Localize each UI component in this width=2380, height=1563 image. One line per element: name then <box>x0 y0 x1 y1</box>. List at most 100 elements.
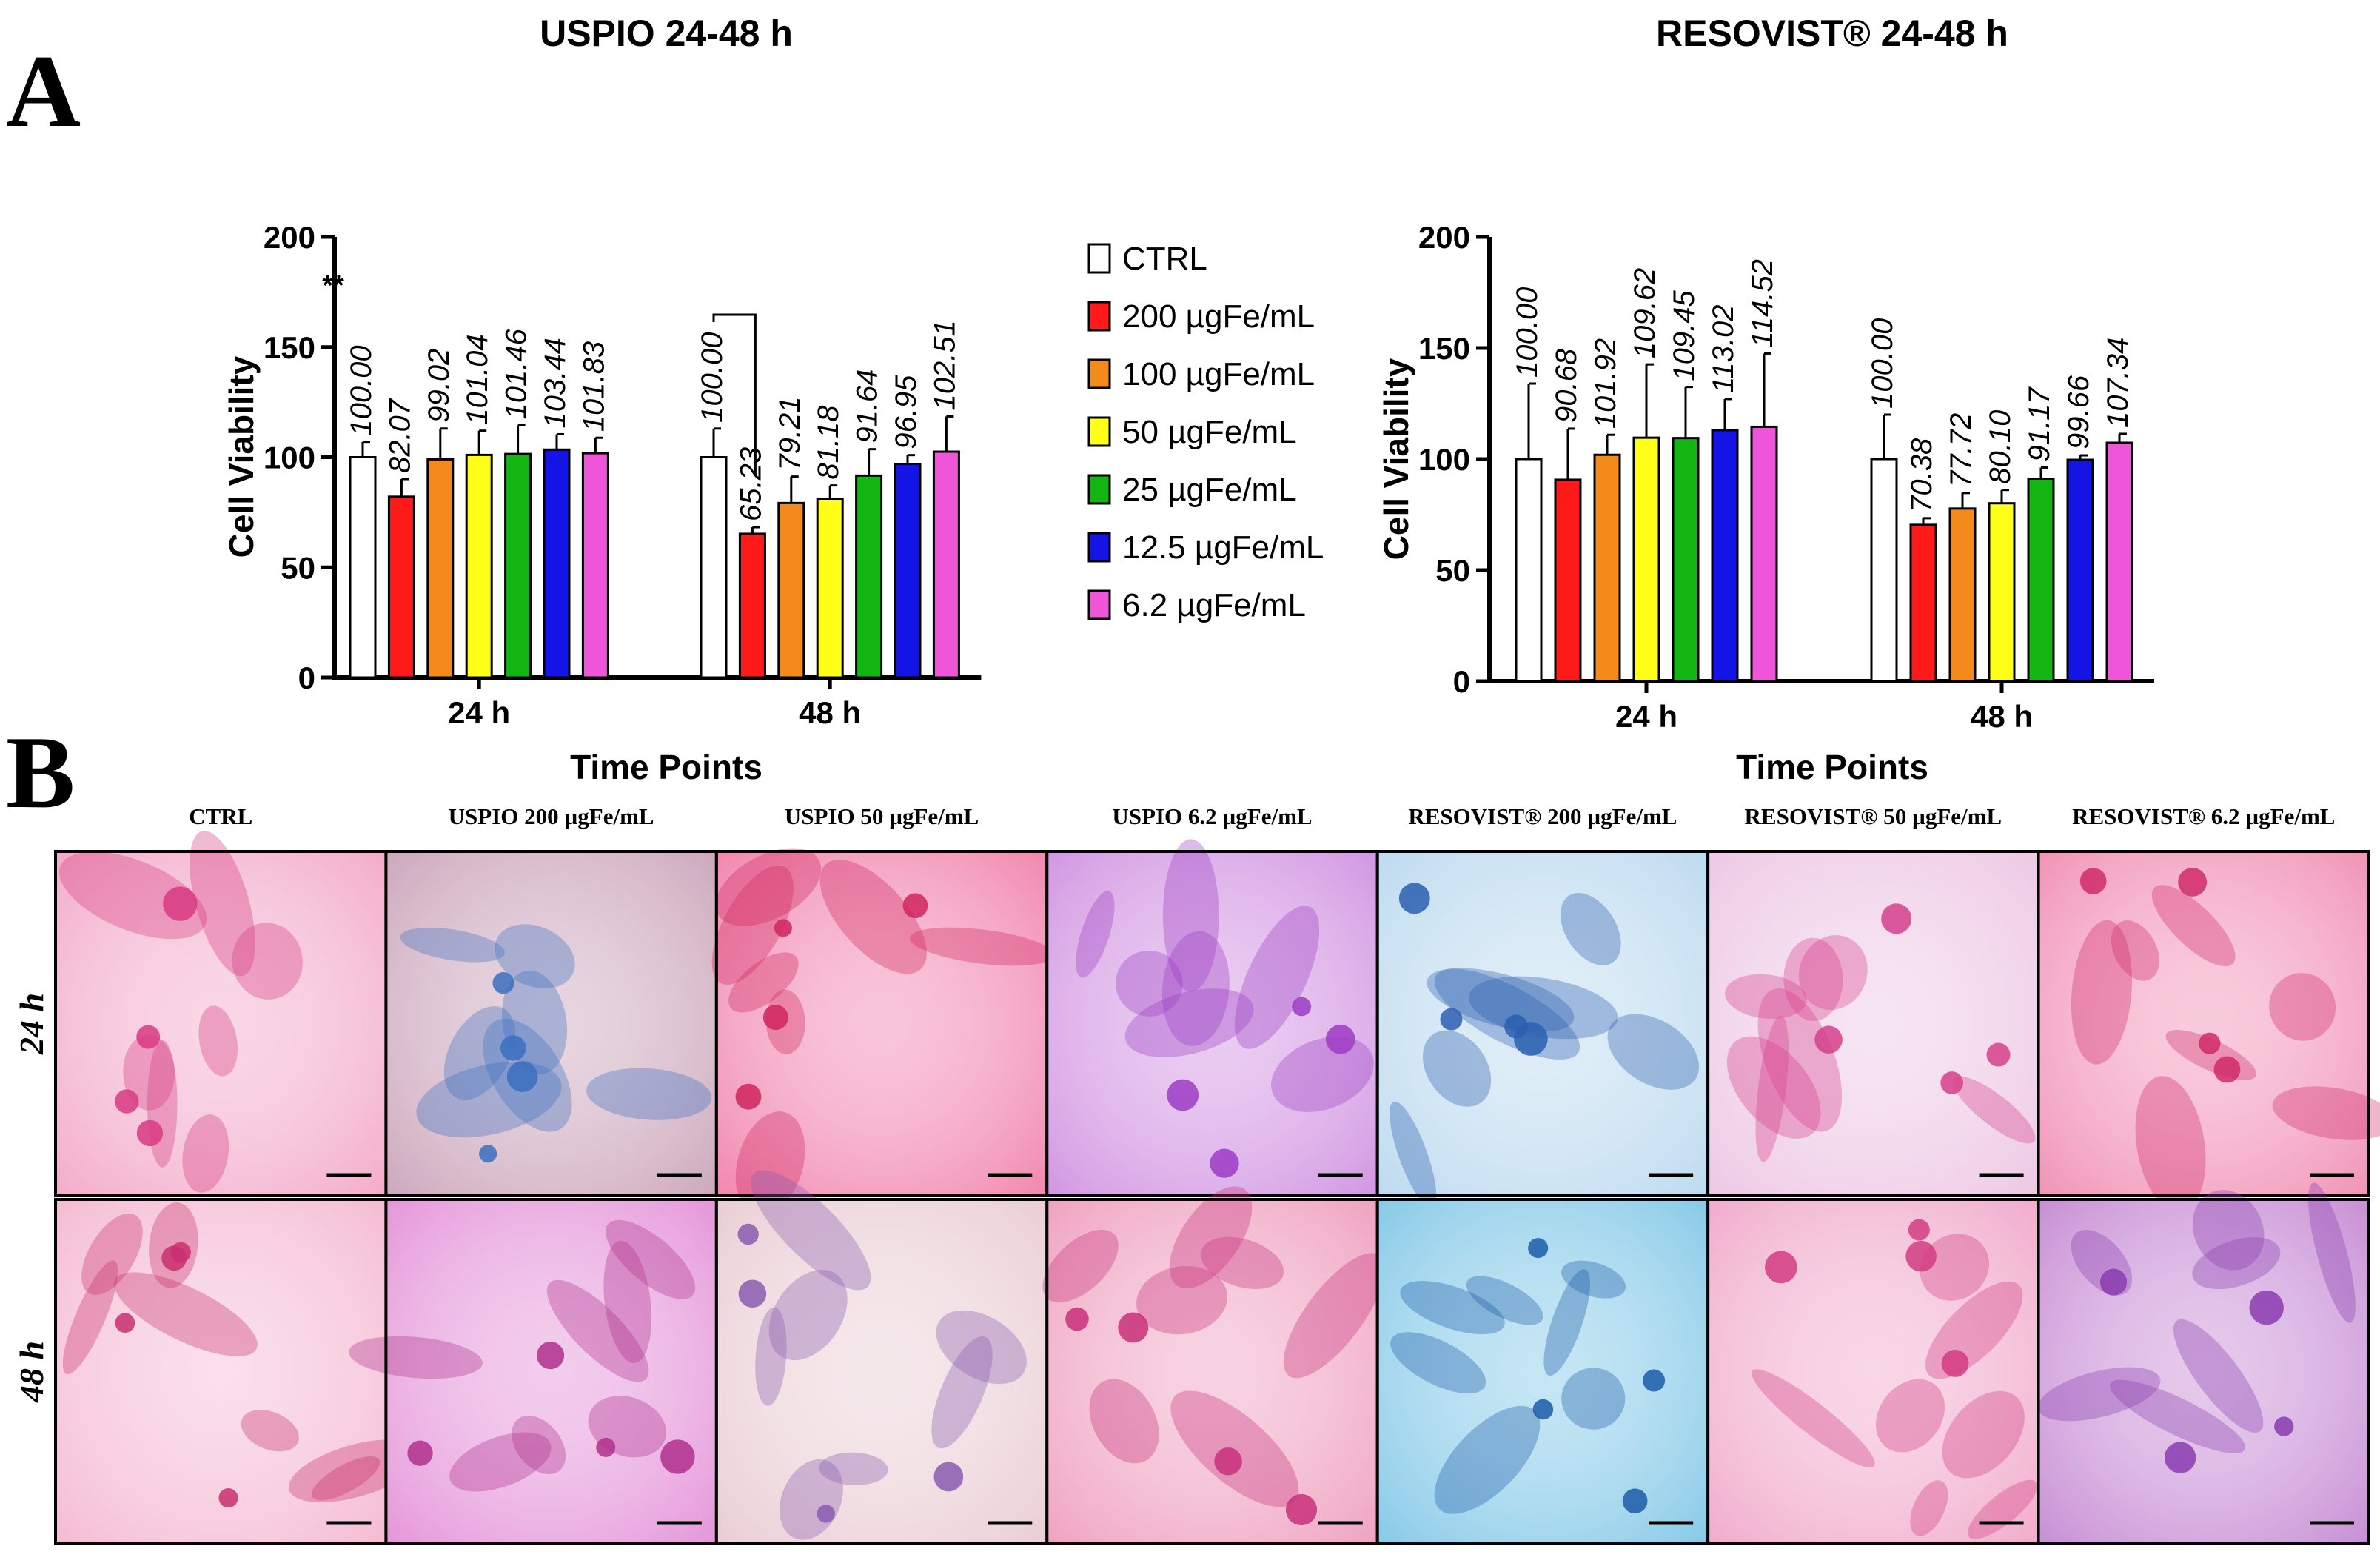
cell-nucleus <box>479 1145 497 1163</box>
cell-body <box>735 1111 805 1216</box>
micrograph-column-label: RESOVIST® 50 µgFe/mL <box>1745 803 2002 829</box>
uspio-bar <box>932 450 960 679</box>
cell-body <box>1427 968 1575 1032</box>
cell-body <box>2269 973 2336 1041</box>
micrograph-grid: CTRL USPIO 200 µgFe/mL USPIO 50 µgFe/mL USP… <box>13 803 2380 1545</box>
legend-swatch <box>1087 532 1111 563</box>
resovist-bar <box>1948 507 1977 683</box>
uspio-data-label: 99.02 <box>423 349 455 423</box>
cell-nucleus <box>2274 1416 2294 1436</box>
legend-swatch <box>1087 589 1111 620</box>
cell-body <box>1124 988 1254 1057</box>
resovist-bar <box>2105 441 2133 683</box>
cell-nucleus <box>1214 1447 1242 1476</box>
cell-body <box>1752 1369 1875 1467</box>
cell-nucleus <box>735 1083 762 1110</box>
cell-nucleus <box>2099 1268 2128 1296</box>
uspio-bar <box>504 452 532 679</box>
cell-body <box>2135 1076 2206 1213</box>
uspio-bar <box>387 495 415 679</box>
uspio-data-label: 101.83 <box>577 341 610 432</box>
cell-body <box>2037 1367 2161 1422</box>
micrograph-tile-border <box>2037 850 2371 1197</box>
uspio-chart: USPIO 24-48 h Time Points Cell Viability… <box>222 13 982 786</box>
uspio-data-label: 101.46 <box>500 328 533 419</box>
cell-body <box>1466 1276 1543 1325</box>
cell-nucleus <box>902 893 928 919</box>
micrograph-column-label: RESOVIST® 200 µgFe/mL <box>1408 803 1677 829</box>
uspio-x-tick-label: 24 h <box>448 695 510 730</box>
cell-nucleus <box>1881 903 1912 934</box>
resovist-data-label: 113.02 <box>1707 305 1740 393</box>
cell-body <box>349 1336 483 1379</box>
resovist-bar <box>1909 523 1937 683</box>
cell-body <box>312 1456 381 1501</box>
cell-nucleus <box>1941 1350 1969 1377</box>
uspio-data-label: 81.18 <box>812 405 845 480</box>
uspio-bar <box>465 453 493 679</box>
cell-body <box>2111 920 2159 981</box>
cell-nucleus <box>737 1223 759 1245</box>
uspio-bar <box>894 463 922 679</box>
cell-body <box>2308 1182 2356 1323</box>
resovist-data-label: 90.68 <box>1550 348 1583 423</box>
cell-nucleus <box>536 1342 565 1370</box>
resovist-data-label: 100.00 <box>1511 287 1543 378</box>
cell-body <box>715 848 822 926</box>
cell-nucleus <box>2164 1442 2196 1473</box>
cell-nucleus <box>1398 883 1430 914</box>
cell-body <box>2071 920 2133 1065</box>
legend-label: CTRL <box>1122 241 1207 277</box>
resovist-y-tick-label: 50 <box>1435 553 1470 588</box>
micrograph-row-label: 24 h <box>13 993 50 1055</box>
cell-body <box>113 1272 258 1356</box>
cell-nucleus <box>1814 1025 1843 1054</box>
cell-nucleus <box>161 1245 187 1271</box>
cell-body <box>1920 1234 1990 1301</box>
uspio-x-axis-title: Time Points <box>570 748 762 786</box>
cell-nucleus <box>1167 1079 1199 1111</box>
cell-body <box>936 1310 1027 1385</box>
micrograph-column-label: CTRL <box>189 803 252 829</box>
resovist-chart-title: RESOVIST® 24-48 h <box>1656 13 2008 54</box>
resovist-data-label: 101.92 <box>1589 338 1622 429</box>
micrograph-tile-shading <box>2038 1199 2369 1544</box>
cell-body <box>1561 1260 1626 1299</box>
cell-nucleus <box>2199 1032 2221 1054</box>
micrograph-tile-shading <box>56 1199 386 1544</box>
cell-body <box>2173 1319 2264 1433</box>
resovist-data-label: 100.00 <box>1866 318 1899 409</box>
resovist-bar <box>1711 429 1739 683</box>
resovist-y-axis-title: Cell Viability <box>1377 358 1415 560</box>
cell-body <box>1422 1030 1492 1107</box>
cell-nucleus <box>1118 1312 1149 1343</box>
legend-label: 100 µgFe/mL <box>1122 356 1315 392</box>
cell-nucleus <box>1532 1399 1554 1420</box>
cell-body <box>198 1005 238 1077</box>
cell-body <box>495 924 575 989</box>
cell-nucleus <box>136 1119 164 1147</box>
cell-nucleus <box>115 1313 135 1333</box>
cell-body <box>149 1202 198 1288</box>
cell-body <box>1400 1281 1505 1335</box>
cell-body <box>1942 1390 2025 1479</box>
panel-b-letter: B <box>6 715 75 830</box>
uspio-bar <box>700 456 728 679</box>
resovist-bar <box>1870 458 1898 683</box>
resovist-data-label: 114.52 <box>1746 259 1779 347</box>
uspio-y-tick-label: 0 <box>298 660 315 695</box>
micrograph-column-label: RESOVIST® 6.2 µgFe/mL <box>2072 803 2335 829</box>
uspio-bar <box>777 501 805 679</box>
cell-nucleus <box>500 1035 526 1061</box>
resovist-data-label: 109.62 <box>1629 268 1661 358</box>
cell-body <box>1283 1253 1385 1379</box>
resovist-data-label: 107.34 <box>2102 338 2134 428</box>
cell-body <box>1271 1037 1374 1112</box>
resovist-bar <box>1632 436 1660 683</box>
cell-body <box>1076 891 1115 978</box>
uspio-bar <box>581 452 609 679</box>
resovist-bar <box>1988 502 2016 683</box>
resovist-y-tick-label: 100 <box>1418 442 1470 477</box>
cell-nucleus <box>660 1439 695 1474</box>
